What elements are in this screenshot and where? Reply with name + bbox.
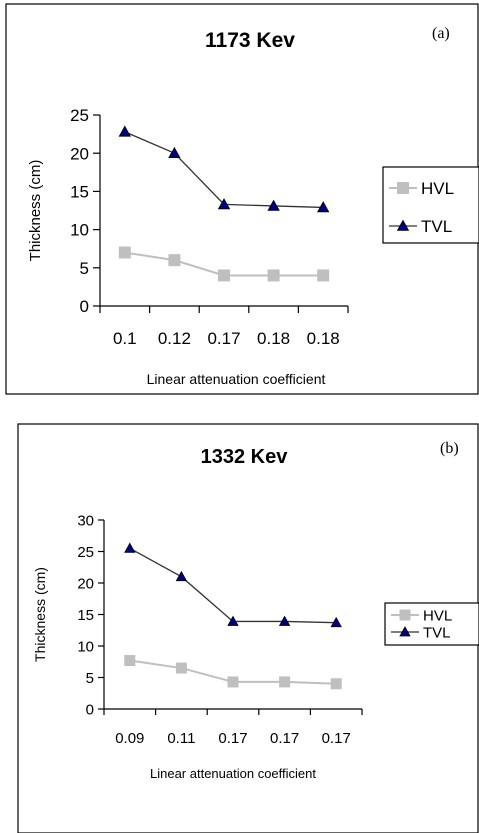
chart-a-y-tick-label: 5 xyxy=(80,259,89,278)
chart-a-x-tick-label: 0.17 xyxy=(207,329,240,348)
chart-b-legend-marker xyxy=(399,626,411,637)
chart-a-series-hvl-point xyxy=(267,269,280,282)
chart-b-y-tick-label: 20 xyxy=(77,575,94,592)
chart-a-series-tvl xyxy=(118,125,330,213)
chart-b-panel-label: (b) xyxy=(440,440,459,457)
chart-a-y-tick-label: 15 xyxy=(70,183,89,202)
chart-a-series-hvl-point xyxy=(218,269,230,282)
chart-a-title: 1173 Kev xyxy=(205,29,295,52)
chart-a-series-hvl-point xyxy=(168,254,181,267)
chart-b-y-axis-label: Thickness (cm) xyxy=(32,567,48,662)
chart-a-x-tick-label: 0.12 xyxy=(158,329,191,348)
chart-b-series-tvl-point xyxy=(278,615,291,626)
chart-b-series-hvl-point xyxy=(175,662,187,674)
chart-a-series-tvl-point xyxy=(118,125,131,137)
chart-b-x-tick-label: 0.09 xyxy=(115,730,144,747)
chart-a: 1173 Kev (a) 0 5 10 15 20 25 0.1 0.12 0.17 0.18 0.18… xyxy=(5,3,479,395)
chart-b-x-tick-label: 0.17 xyxy=(270,730,299,747)
chart-a-series-hvl-point xyxy=(118,246,131,259)
chart-b-series-hvl xyxy=(124,654,342,690)
chart-a-x-tick-label: 0.1 xyxy=(113,329,137,348)
chart-a-x-axis-label: Linear attenuation coefficient xyxy=(147,371,326,387)
chart-a-panel-label: (a) xyxy=(432,25,450,42)
chart-a-legend: HVL TVL xyxy=(382,166,479,244)
chart-a-series-tvl-point xyxy=(267,199,280,211)
chart-b-series-hvl-point xyxy=(227,676,239,688)
chart-a-y-tick-label: 25 xyxy=(70,106,89,125)
chart-b-series-tvl-point xyxy=(330,616,342,628)
chart-a-legend-marker xyxy=(396,219,410,231)
chart-b-series-hvl-point xyxy=(330,678,342,690)
chart-a-series-tvl-point xyxy=(317,201,330,213)
chart-b-title: 1332 Kev xyxy=(201,446,289,468)
chart-a-x-tick-label: 0.18 xyxy=(257,329,290,348)
chart-b-series-hvl-point xyxy=(124,654,136,666)
chart-a-legend-label: HVL xyxy=(421,179,454,198)
chart-b-x-tick-label: 0.17 xyxy=(218,730,247,747)
chart-a-series-tvl-point xyxy=(217,198,231,210)
chart-b-series-hvl-point xyxy=(279,676,291,688)
chart-b-y-tick-label: 10 xyxy=(77,638,94,655)
chart-b-x-tick-label: 0.11 xyxy=(167,730,195,747)
chart-b-series-tvl-point xyxy=(227,615,239,626)
chart-a-y-tick-label: 0 xyxy=(80,297,89,316)
chart-b-legend-marker xyxy=(399,609,411,621)
chart-a-x-tick-label: 0.18 xyxy=(307,329,340,348)
chart-b-y-tick-label: 15 xyxy=(77,607,94,624)
chart-a-legend-marker xyxy=(397,182,409,194)
chart-b-x-axis-label: Linear attenuation coefficient xyxy=(150,766,316,781)
chart-b-series-tvl-point xyxy=(175,570,188,582)
chart-b-y-tick-label: 30 xyxy=(77,512,94,529)
chart-a-series-hvl xyxy=(118,246,330,282)
chart-a-series-tvl-point xyxy=(168,146,181,159)
chart-b-legend-label: HVL xyxy=(423,607,452,624)
chart-b-y-tick-label: 25 xyxy=(77,544,94,561)
chart-b-y-tick-label: 0 xyxy=(86,701,94,718)
chart-b-y-tick-label: 5 xyxy=(86,670,94,687)
chart-b-series-tvl xyxy=(124,542,342,628)
chart-a-y-tick-label: 10 xyxy=(70,221,89,240)
chart-a-series-hvl-point xyxy=(317,269,330,282)
chart-a-y-tick-label: 20 xyxy=(70,144,89,163)
chart-b: 1332 Kev (b) 0 5 10 15 20 25 30 0.09 0.11 0.17 0.17 0… xyxy=(17,423,479,833)
chart-b-legend-label: TVL xyxy=(423,624,451,641)
chart-a-y-axis-label: Thickness (cm) xyxy=(27,160,44,262)
chart-b-x-tick-label: 0.17 xyxy=(322,730,351,747)
chart-b-series-tvl-point xyxy=(124,542,136,553)
chart-a-legend-label: TVL xyxy=(421,217,452,236)
